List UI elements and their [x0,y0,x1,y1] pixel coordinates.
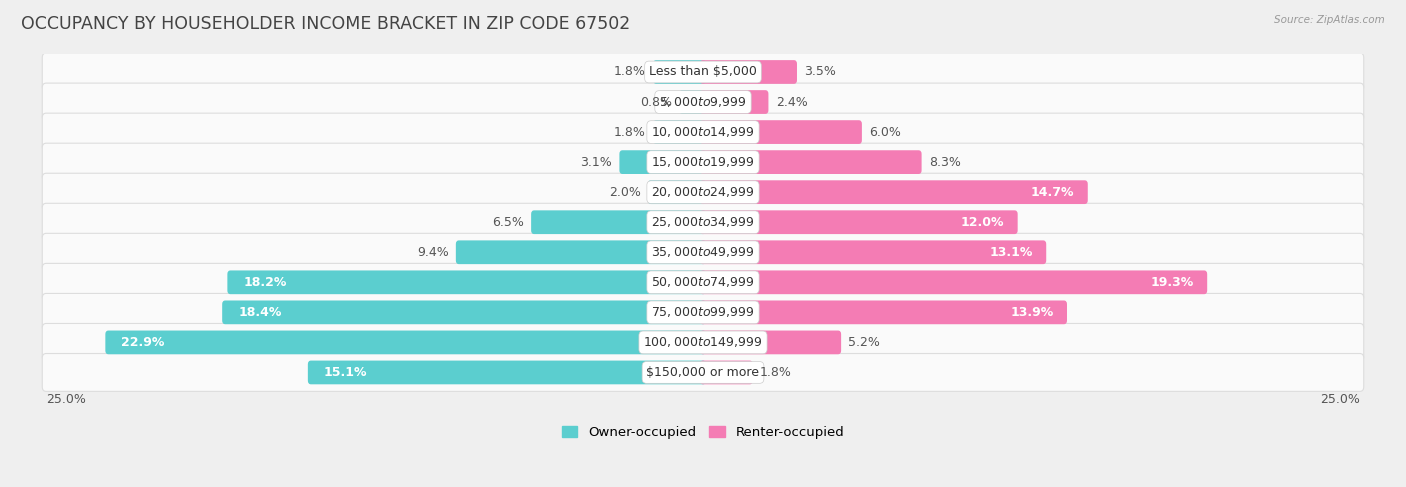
FancyBboxPatch shape [42,53,1364,91]
Text: 1.8%: 1.8% [761,366,792,379]
FancyBboxPatch shape [620,150,706,174]
FancyBboxPatch shape [308,360,706,384]
Text: Source: ZipAtlas.com: Source: ZipAtlas.com [1274,15,1385,25]
Text: OCCUPANCY BY HOUSEHOLDER INCOME BRACKET IN ZIP CODE 67502: OCCUPANCY BY HOUSEHOLDER INCOME BRACKET … [21,15,630,33]
Text: 6.0%: 6.0% [869,126,901,139]
FancyBboxPatch shape [700,241,1046,264]
FancyBboxPatch shape [654,60,706,84]
Text: 14.7%: 14.7% [1031,186,1074,199]
FancyBboxPatch shape [105,331,706,354]
Text: 12.0%: 12.0% [960,216,1004,229]
FancyBboxPatch shape [531,210,706,234]
Text: $20,000 to $24,999: $20,000 to $24,999 [651,185,755,199]
Text: $50,000 to $74,999: $50,000 to $74,999 [651,275,755,289]
FancyBboxPatch shape [42,233,1364,271]
FancyBboxPatch shape [700,180,1088,204]
FancyBboxPatch shape [42,203,1364,241]
Text: 3.1%: 3.1% [581,156,612,169]
FancyBboxPatch shape [648,180,706,204]
Text: 9.4%: 9.4% [416,246,449,259]
FancyBboxPatch shape [228,270,706,294]
Text: Less than $5,000: Less than $5,000 [650,65,756,78]
Text: 2.4%: 2.4% [776,95,807,109]
FancyBboxPatch shape [700,60,797,84]
FancyBboxPatch shape [42,263,1364,301]
Text: $5,000 to $9,999: $5,000 to $9,999 [659,95,747,109]
Text: $35,000 to $49,999: $35,000 to $49,999 [651,245,755,259]
Text: $150,000 or more: $150,000 or more [647,366,759,379]
FancyBboxPatch shape [700,300,1067,324]
FancyBboxPatch shape [700,150,921,174]
Text: 13.9%: 13.9% [1011,306,1053,319]
Text: 8.3%: 8.3% [929,156,960,169]
Text: 1.8%: 1.8% [614,65,645,78]
Text: 19.3%: 19.3% [1150,276,1194,289]
FancyBboxPatch shape [222,300,706,324]
Text: $100,000 to $149,999: $100,000 to $149,999 [644,336,762,349]
Text: 18.2%: 18.2% [243,276,287,289]
Text: 2.0%: 2.0% [609,186,641,199]
Text: 22.9%: 22.9% [121,336,165,349]
FancyBboxPatch shape [42,323,1364,361]
FancyBboxPatch shape [700,90,769,114]
FancyBboxPatch shape [700,360,752,384]
FancyBboxPatch shape [42,113,1364,151]
FancyBboxPatch shape [700,331,841,354]
Text: 1.8%: 1.8% [614,126,645,139]
Text: 6.5%: 6.5% [492,216,524,229]
Text: 25.0%: 25.0% [46,393,86,406]
FancyBboxPatch shape [42,143,1364,181]
Text: 25.0%: 25.0% [1320,393,1360,406]
FancyBboxPatch shape [700,270,1208,294]
Text: 15.1%: 15.1% [323,366,367,379]
FancyBboxPatch shape [700,210,1018,234]
FancyBboxPatch shape [42,354,1364,392]
FancyBboxPatch shape [42,294,1364,331]
Text: 0.8%: 0.8% [640,95,672,109]
Legend: Owner-occupied, Renter-occupied: Owner-occupied, Renter-occupied [557,421,849,445]
Text: $75,000 to $99,999: $75,000 to $99,999 [651,305,755,319]
Text: $10,000 to $14,999: $10,000 to $14,999 [651,125,755,139]
Text: 13.1%: 13.1% [990,246,1033,259]
Text: 3.5%: 3.5% [804,65,837,78]
FancyBboxPatch shape [654,120,706,144]
FancyBboxPatch shape [456,241,706,264]
Text: $25,000 to $34,999: $25,000 to $34,999 [651,215,755,229]
FancyBboxPatch shape [42,173,1364,211]
FancyBboxPatch shape [42,83,1364,121]
Text: 18.4%: 18.4% [238,306,281,319]
Text: $15,000 to $19,999: $15,000 to $19,999 [651,155,755,169]
FancyBboxPatch shape [679,90,706,114]
FancyBboxPatch shape [700,120,862,144]
Text: 5.2%: 5.2% [848,336,880,349]
